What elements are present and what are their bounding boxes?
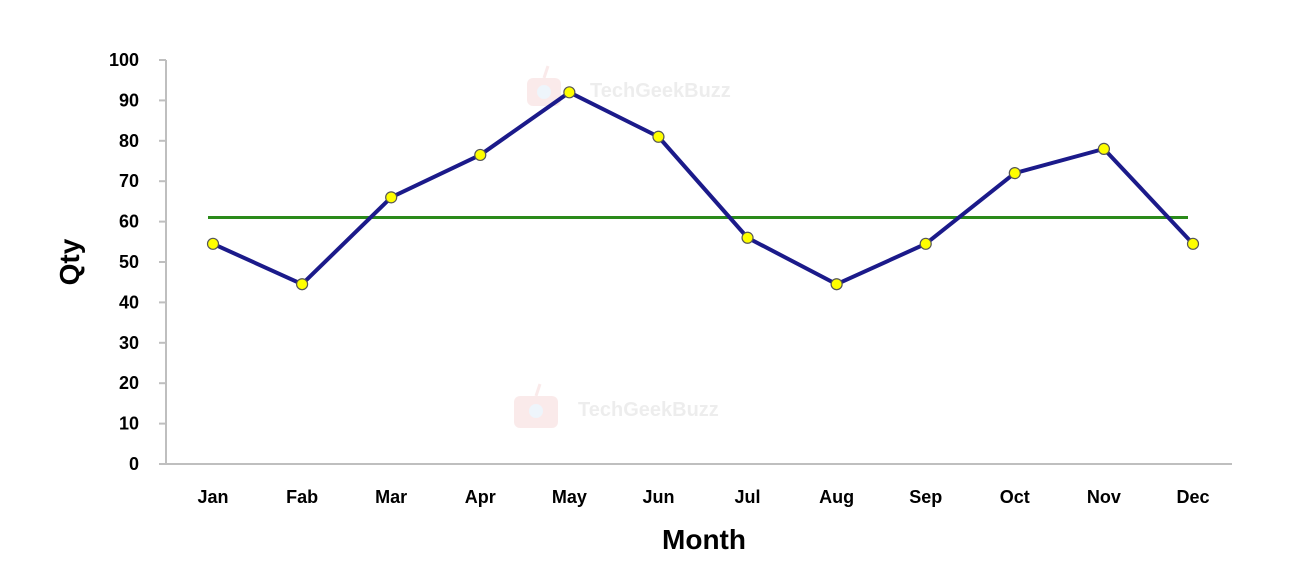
watermark-text: TechGeekBuzz — [590, 80, 731, 102]
x-tick-label: Oct — [1000, 487, 1030, 507]
y-tick-label: 90 — [119, 90, 139, 110]
x-tick-label: Dec — [1176, 487, 1209, 507]
watermark-text: TechGeekBuzz — [578, 399, 719, 421]
x-tick-label: Sep — [909, 487, 942, 507]
y-tick-label: 0 — [129, 454, 139, 474]
data-point-may — [563, 86, 576, 99]
data-point-jan — [206, 237, 220, 250]
data-point-apr — [474, 148, 487, 162]
x-tick-label: Mar — [375, 487, 407, 507]
x-tick-label: May — [552, 487, 587, 507]
y-tick-label: 20 — [119, 373, 139, 393]
data-point-oct — [1008, 167, 1021, 180]
data-point-aug — [830, 278, 843, 291]
watermark-bottom: TechGeekBuzz — [514, 383, 719, 428]
y-axis-title: Qty — [54, 238, 85, 285]
x-axis-title: Month — [662, 524, 746, 555]
data-point-nov — [1097, 142, 1111, 155]
y-tick-group: 0 10 20 30 40 50 60 70 80 90 100 — [109, 50, 166, 474]
watermark-top: TechGeekBuzz — [527, 65, 731, 106]
x-tick-group: Jan Fab Mar Apr May Jun Jul Aug Sep Oct Nov Dec — [197, 487, 1209, 507]
x-tick-label: Nov — [1087, 487, 1121, 507]
watermark-logo-icon — [514, 383, 558, 428]
series-line — [212, 90, 1195, 287]
marker-group — [206, 86, 1200, 291]
y-tick-label: 50 — [119, 252, 139, 272]
x-tick-label: Fab — [286, 487, 318, 507]
y-tick-label: 30 — [119, 333, 139, 353]
data-point-jun — [652, 130, 665, 143]
data-point-mar — [385, 191, 398, 204]
x-tick-label: Apr — [465, 487, 496, 507]
watermark-logo-icon — [527, 65, 561, 106]
y-tick-label: 80 — [119, 131, 139, 151]
y-tick-label: 100 — [109, 50, 139, 70]
x-tick-label: Jun — [642, 487, 674, 507]
data-point-dec — [1186, 237, 1200, 250]
x-tick-label: Jul — [735, 487, 761, 507]
data-point-fab — [295, 278, 309, 291]
y-tick-label: 60 — [119, 212, 139, 232]
x-tick-label: Aug — [819, 487, 854, 507]
x-tick-label: Jan — [197, 487, 228, 507]
y-tick-label: 40 — [119, 292, 139, 312]
data-point-jul — [741, 231, 754, 244]
y-tick-label: 10 — [119, 414, 139, 434]
data-point-sep — [919, 237, 932, 250]
y-tick-label: 70 — [119, 171, 139, 191]
